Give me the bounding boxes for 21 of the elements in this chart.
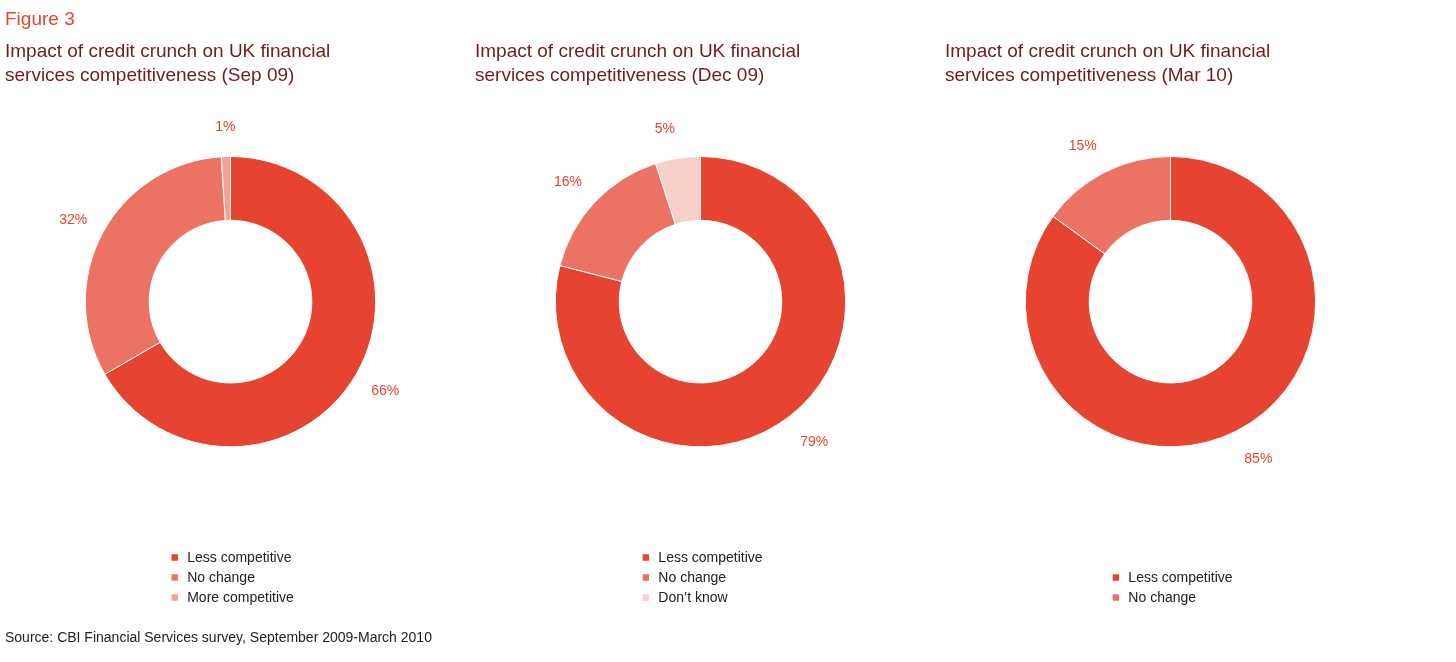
chart-title: Impact of credit crunch on UK financial services competitiveness (Dec 09): [475, 39, 802, 87]
data-label: 85%: [1244, 450, 1273, 467]
legend-label: More competitive: [187, 589, 294, 605]
legend-label: Less competitive: [1128, 569, 1233, 585]
source-note: Source: CBI Financial Services survey, September 2009-March 2010: [5, 628, 432, 647]
data-label: 1%: [215, 117, 236, 134]
data-label: 66%: [371, 381, 400, 398]
chart-title: Impact of credit crunch on UK financial services competitiveness (Mar 10): [945, 39, 1272, 87]
legend-label: No change: [1128, 589, 1197, 605]
legend-label: Less competitive: [658, 549, 763, 565]
data-label: 5%: [654, 120, 676, 137]
data-label: 16%: [553, 173, 582, 190]
legend-label: No change: [658, 569, 727, 585]
data-label: 32%: [59, 210, 88, 227]
data-label: 79%: [800, 432, 829, 449]
data-label: 15%: [1068, 137, 1097, 154]
legend-label: Don’t know: [658, 589, 728, 605]
chart-title: Impact of credit crunch on UK financial services competitiveness (Sep 09): [5, 39, 332, 87]
legend-label: No change: [187, 569, 255, 585]
caption: Figure 3: [5, 7, 75, 31]
legend-label: Less competitive: [187, 549, 292, 565]
